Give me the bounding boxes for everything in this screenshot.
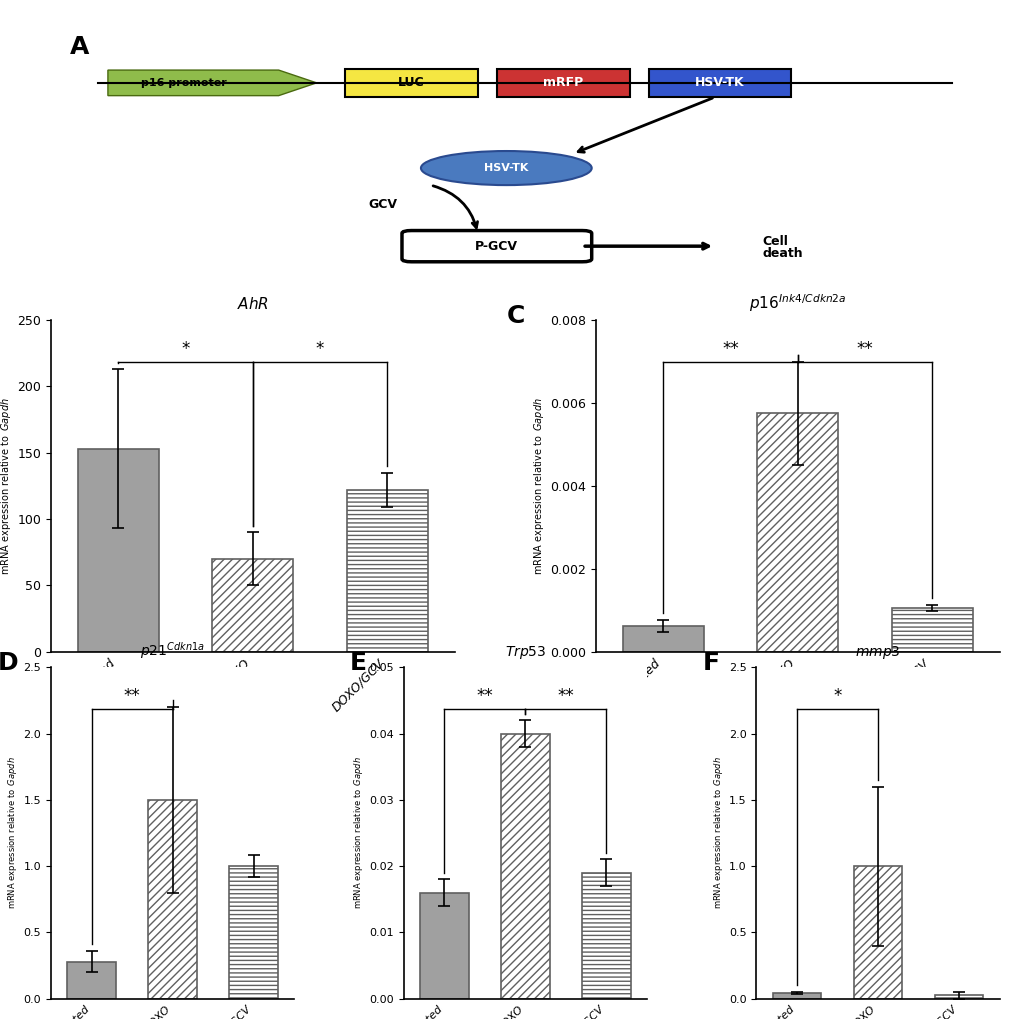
Y-axis label: mRNA expression relative to  $\it{Gapdh}$: mRNA expression relative to $\it{Gapdh}$ — [711, 756, 725, 909]
Text: P-GCV: P-GCV — [475, 239, 518, 253]
Text: **: ** — [476, 688, 492, 705]
Bar — [420, 893, 468, 999]
Ellipse shape — [421, 151, 591, 185]
Y-axis label: mRNA expression relative to  $\it{Gapdh}$: mRNA expression relative to $\it{Gapdh}$ — [352, 756, 365, 909]
Text: **: ** — [721, 340, 738, 359]
Bar — [771, 994, 820, 999]
Bar — [77, 448, 159, 651]
Bar — [212, 558, 292, 651]
Text: **: ** — [856, 340, 872, 359]
Text: HSV-TK: HSV-TK — [694, 76, 744, 90]
Text: C: C — [506, 304, 525, 327]
Text: E: E — [350, 651, 367, 675]
Y-axis label: mRNA expression relative to  $\it{Gapdh}$: mRNA expression relative to $\it{Gapdh}$ — [0, 397, 13, 575]
Text: F: F — [702, 651, 719, 675]
Title: $\it{p16}$$^{\it{Ink4/Cdkn2a}}$: $\it{p16}$$^{\it{Ink4/Cdkn2a}}$ — [748, 292, 846, 314]
Text: *: * — [316, 340, 324, 359]
Bar — [623, 626, 703, 651]
Bar — [757, 414, 838, 651]
Text: **: ** — [557, 688, 574, 705]
Y-axis label: mRNA expression relative to  $\it{Gapdh}$: mRNA expression relative to $\it{Gapdh}$ — [532, 397, 545, 575]
Text: D: D — [0, 651, 18, 675]
Bar — [346, 490, 427, 651]
Text: p16 promoter: p16 promoter — [141, 77, 226, 88]
FancyBboxPatch shape — [344, 68, 478, 97]
Bar — [67, 962, 116, 999]
Text: mRFP: mRFP — [542, 76, 583, 90]
Title: $\it{p21}$$^{\it{Cdkn1a}}$: $\it{p21}$$^{\it{Cdkn1a}}$ — [140, 641, 205, 661]
Bar — [148, 800, 197, 999]
FancyBboxPatch shape — [648, 68, 790, 97]
Title: $\it{Trp53}$: $\it{Trp53}$ — [504, 644, 545, 661]
Text: GCV: GCV — [368, 199, 397, 212]
Bar — [582, 872, 630, 999]
Text: Cell: Cell — [762, 235, 788, 249]
Bar — [229, 866, 278, 999]
Text: **: ** — [123, 688, 141, 705]
FancyBboxPatch shape — [496, 68, 629, 97]
Text: HSV-TK: HSV-TK — [484, 163, 528, 173]
Bar — [891, 608, 972, 651]
Text: LUC: LUC — [397, 76, 424, 90]
Bar — [500, 734, 549, 999]
FancyArrow shape — [108, 70, 316, 96]
Text: *: * — [833, 688, 841, 705]
Title: $\it{AhR}$: $\it{AhR}$ — [236, 297, 269, 312]
FancyBboxPatch shape — [401, 230, 591, 262]
Y-axis label: mRNA expression relative to  $\it{Gapdh}$: mRNA expression relative to $\it{Gapdh}$ — [6, 756, 19, 909]
Bar — [933, 996, 982, 999]
Title: $\it{mmp3}$: $\it{mmp3}$ — [854, 644, 900, 661]
Text: death: death — [762, 247, 802, 260]
Text: *: * — [181, 340, 190, 359]
Text: A: A — [70, 35, 90, 58]
Bar — [853, 866, 902, 999]
